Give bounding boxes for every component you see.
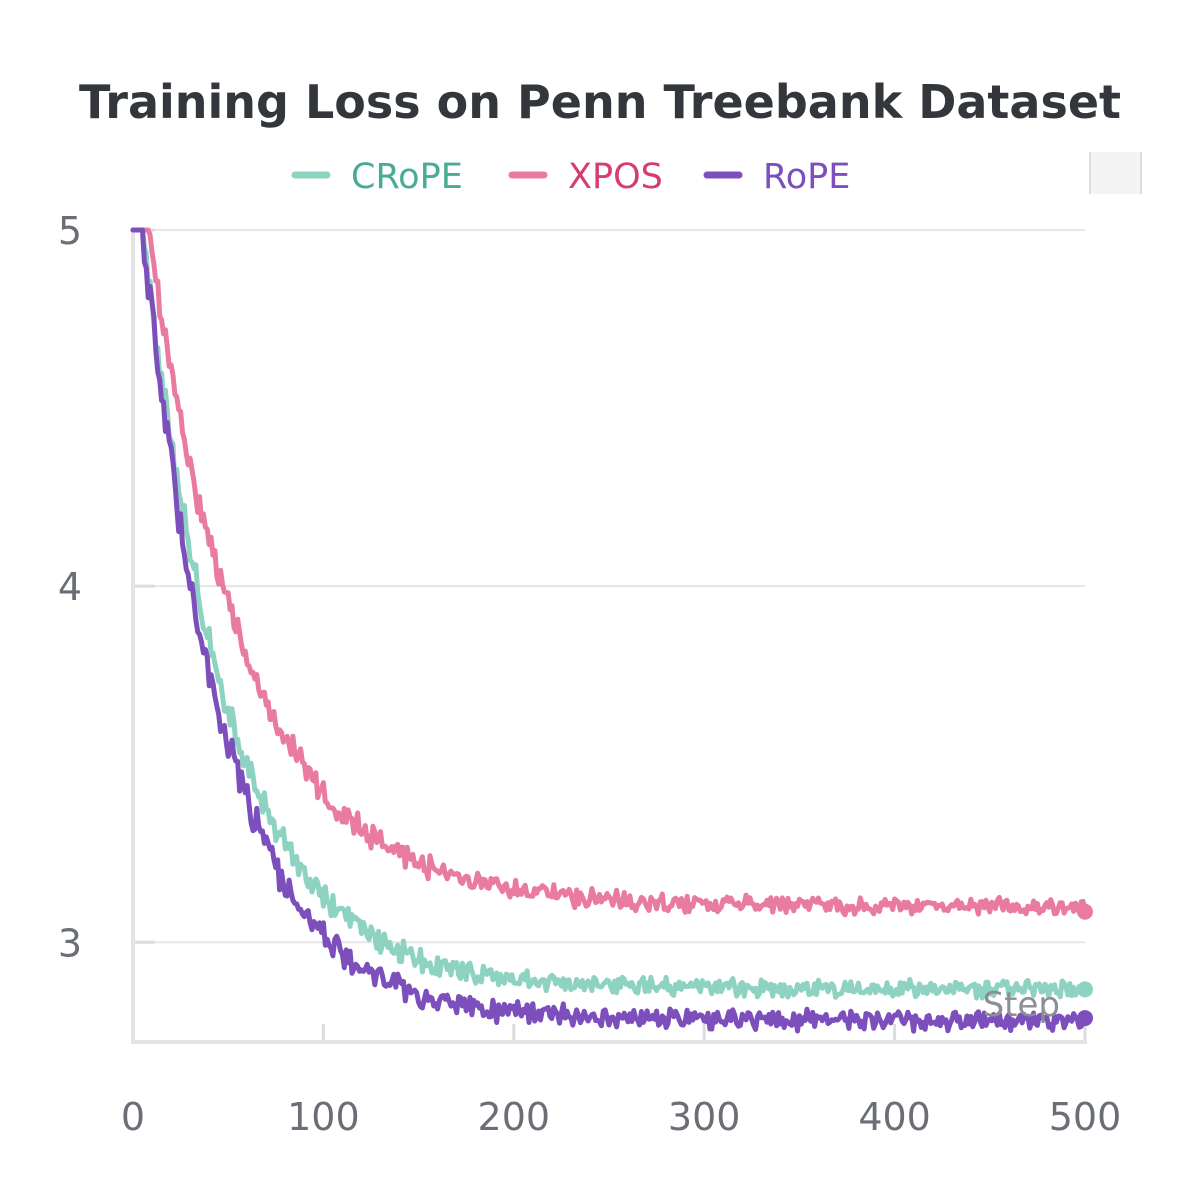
series-endpoint-rope[interactable] [1077, 1010, 1093, 1027]
series-endpoint-crope[interactable] [1077, 981, 1093, 998]
legend-label: XPOS [568, 157, 663, 197]
x-tick-label: 200 [478, 1095, 551, 1139]
series-line-xpos [130, 227, 1088, 918]
y-tick-label: 4 [58, 565, 82, 609]
x-tick-label: 400 [858, 1095, 931, 1139]
x-tick-label: 0 [121, 1095, 145, 1139]
legend-label: CRoPE [351, 157, 463, 197]
y-tick-label: 3 [58, 921, 82, 965]
series-line-rope [130, 227, 1088, 1034]
legend-item-xpos[interactable]: XPOS [508, 157, 663, 197]
grid: 3 4 5 0 100 200 300 400 500 [58, 209, 1121, 1139]
series-line-crope [130, 227, 1088, 1001]
panel-control[interactable] [1090, 152, 1142, 194]
legend-label: RoPE [763, 157, 850, 197]
x-tick-label: 500 [1049, 1095, 1122, 1139]
legend-item-rope[interactable]: RoPE [703, 157, 850, 197]
x-tick-label: 300 [668, 1095, 741, 1139]
x-axis-label: Step [983, 985, 1060, 1025]
series-group [130, 227, 1093, 1034]
x-tick-label: 100 [287, 1095, 360, 1139]
legend: CRoPE XPOS RoPE [291, 157, 850, 197]
legend-item-crope[interactable]: CRoPE [291, 157, 463, 197]
y-tick-label: 5 [58, 209, 82, 253]
chart-title: Training Loss on Penn Treebank Dataset [79, 75, 1121, 129]
series-endpoint-xpos[interactable] [1077, 903, 1093, 920]
